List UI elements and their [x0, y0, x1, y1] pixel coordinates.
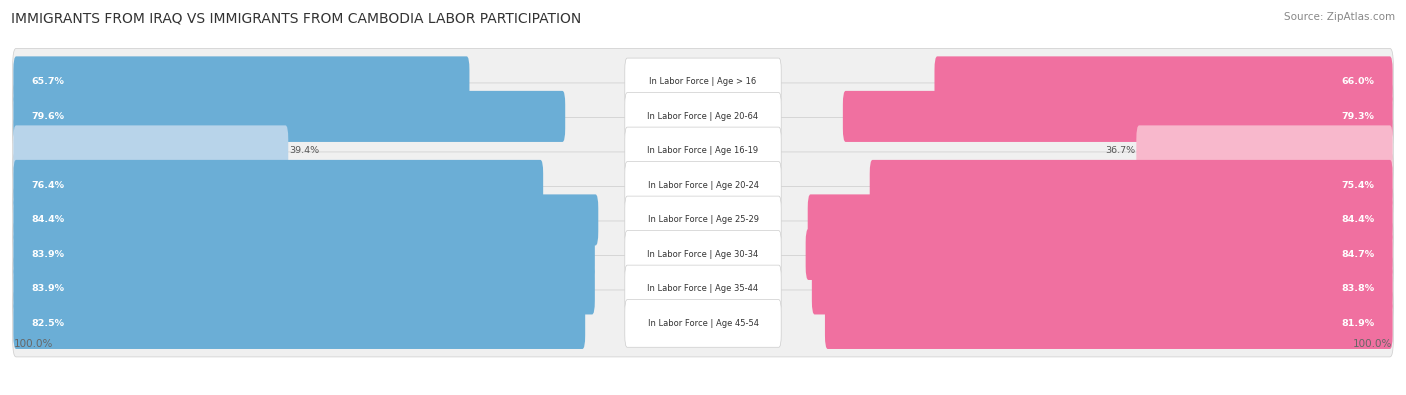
- FancyBboxPatch shape: [624, 58, 782, 106]
- FancyBboxPatch shape: [935, 56, 1392, 107]
- FancyBboxPatch shape: [13, 152, 1393, 219]
- FancyBboxPatch shape: [825, 298, 1392, 349]
- Text: In Labor Force | Age 35-44: In Labor Force | Age 35-44: [647, 284, 759, 293]
- Text: 75.4%: 75.4%: [1341, 181, 1375, 190]
- FancyBboxPatch shape: [807, 194, 1392, 245]
- FancyBboxPatch shape: [13, 49, 1393, 115]
- Text: 65.7%: 65.7%: [31, 77, 65, 87]
- Text: 81.9%: 81.9%: [1341, 319, 1375, 328]
- Text: IMMIGRANTS FROM IRAQ VS IMMIGRANTS FROM CAMBODIA LABOR PARTICIPATION: IMMIGRANTS FROM IRAQ VS IMMIGRANTS FROM …: [11, 12, 582, 26]
- Text: 79.6%: 79.6%: [31, 112, 65, 121]
- Text: 83.8%: 83.8%: [1341, 284, 1375, 293]
- FancyBboxPatch shape: [14, 56, 470, 107]
- FancyBboxPatch shape: [14, 263, 595, 314]
- FancyBboxPatch shape: [624, 196, 782, 244]
- Text: In Labor Force | Age > 16: In Labor Force | Age > 16: [650, 77, 756, 87]
- FancyBboxPatch shape: [14, 91, 565, 142]
- FancyBboxPatch shape: [13, 221, 1393, 288]
- Text: In Labor Force | Age 45-54: In Labor Force | Age 45-54: [648, 319, 758, 328]
- FancyBboxPatch shape: [624, 92, 782, 140]
- FancyBboxPatch shape: [14, 229, 595, 280]
- FancyBboxPatch shape: [811, 263, 1392, 314]
- Text: 36.7%: 36.7%: [1105, 147, 1136, 155]
- FancyBboxPatch shape: [13, 186, 1393, 254]
- FancyBboxPatch shape: [14, 125, 288, 177]
- FancyBboxPatch shape: [624, 127, 782, 175]
- FancyBboxPatch shape: [13, 256, 1393, 322]
- Text: 84.4%: 84.4%: [1341, 215, 1375, 224]
- FancyBboxPatch shape: [842, 91, 1392, 142]
- FancyBboxPatch shape: [13, 117, 1393, 184]
- FancyBboxPatch shape: [870, 160, 1392, 211]
- FancyBboxPatch shape: [624, 162, 782, 209]
- FancyBboxPatch shape: [14, 160, 543, 211]
- FancyBboxPatch shape: [1136, 125, 1392, 177]
- Text: 39.4%: 39.4%: [290, 147, 319, 155]
- FancyBboxPatch shape: [13, 83, 1393, 150]
- Text: 84.7%: 84.7%: [1341, 250, 1375, 259]
- Text: 66.0%: 66.0%: [1341, 77, 1375, 87]
- FancyBboxPatch shape: [624, 300, 782, 347]
- Text: In Labor Force | Age 20-64: In Labor Force | Age 20-64: [647, 112, 759, 121]
- Text: 84.4%: 84.4%: [31, 215, 65, 224]
- Text: 76.4%: 76.4%: [31, 181, 65, 190]
- Text: 83.9%: 83.9%: [31, 284, 65, 293]
- Text: In Labor Force | Age 25-29: In Labor Force | Age 25-29: [648, 215, 758, 224]
- FancyBboxPatch shape: [14, 298, 585, 349]
- FancyBboxPatch shape: [13, 290, 1393, 357]
- FancyBboxPatch shape: [806, 229, 1392, 280]
- Text: 83.9%: 83.9%: [31, 250, 65, 259]
- FancyBboxPatch shape: [624, 231, 782, 278]
- Text: 82.5%: 82.5%: [31, 319, 65, 328]
- FancyBboxPatch shape: [624, 265, 782, 313]
- Text: In Labor Force | Age 16-19: In Labor Force | Age 16-19: [647, 147, 759, 155]
- Text: In Labor Force | Age 30-34: In Labor Force | Age 30-34: [647, 250, 759, 259]
- Text: In Labor Force | Age 20-24: In Labor Force | Age 20-24: [648, 181, 758, 190]
- Text: 100.0%: 100.0%: [14, 339, 53, 349]
- Text: Source: ZipAtlas.com: Source: ZipAtlas.com: [1284, 12, 1395, 22]
- Text: 100.0%: 100.0%: [1353, 339, 1392, 349]
- FancyBboxPatch shape: [14, 194, 599, 245]
- Text: 79.3%: 79.3%: [1341, 112, 1375, 121]
